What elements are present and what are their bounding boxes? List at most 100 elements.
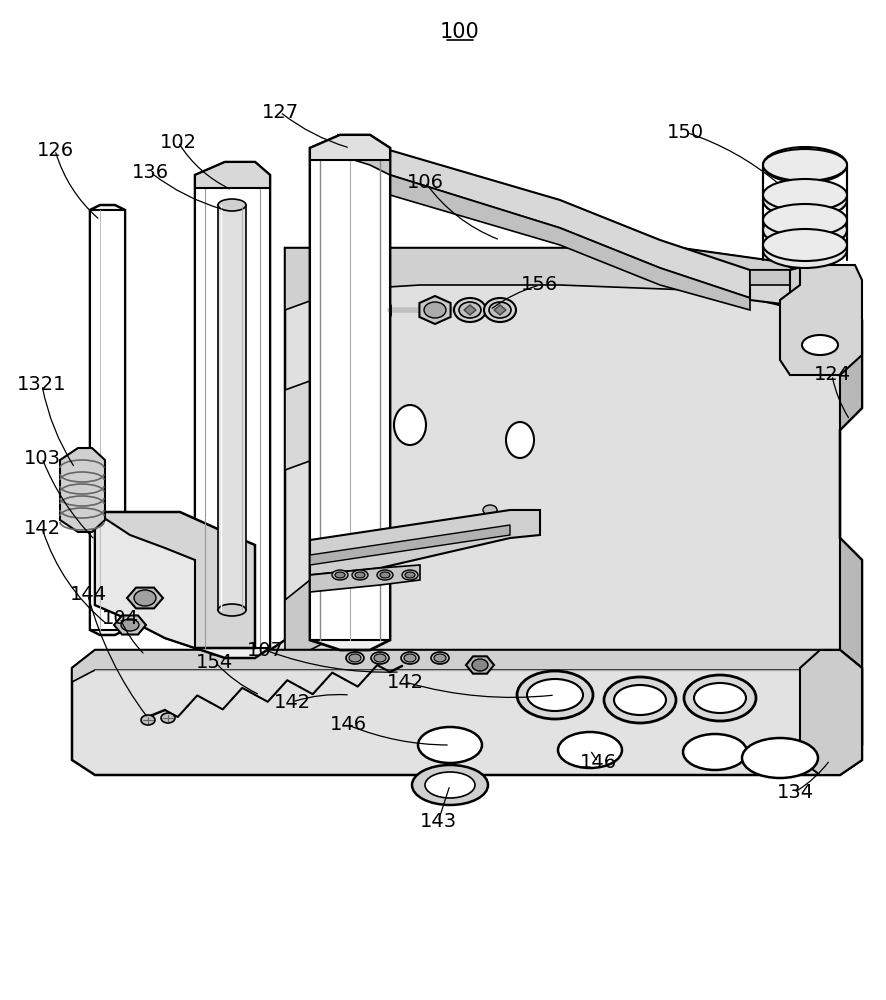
Polygon shape (750, 270, 859, 350)
Text: 142: 142 (386, 672, 424, 692)
Ellipse shape (488, 302, 510, 318)
Text: 104: 104 (101, 608, 138, 628)
Ellipse shape (526, 679, 582, 711)
Ellipse shape (331, 570, 347, 580)
Ellipse shape (354, 572, 364, 578)
Polygon shape (309, 135, 390, 160)
Ellipse shape (417, 727, 481, 763)
Ellipse shape (346, 652, 363, 664)
Text: 134: 134 (775, 782, 812, 801)
Ellipse shape (370, 652, 389, 664)
Polygon shape (60, 448, 105, 532)
Ellipse shape (393, 405, 425, 445)
Ellipse shape (762, 182, 846, 218)
Ellipse shape (517, 671, 593, 719)
Ellipse shape (379, 572, 390, 578)
Polygon shape (309, 148, 390, 640)
Text: 1321: 1321 (17, 375, 66, 394)
Text: 106: 106 (406, 173, 443, 192)
Ellipse shape (458, 302, 480, 318)
Text: 142: 142 (23, 518, 60, 538)
Ellipse shape (433, 654, 446, 662)
Ellipse shape (120, 619, 139, 631)
Polygon shape (95, 512, 195, 648)
Polygon shape (218, 205, 245, 610)
Text: 126: 126 (36, 141, 74, 160)
Text: 107: 107 (246, 640, 284, 660)
Ellipse shape (454, 298, 486, 322)
Ellipse shape (403, 654, 416, 662)
Ellipse shape (762, 182, 846, 218)
Ellipse shape (762, 229, 846, 261)
Ellipse shape (431, 652, 448, 664)
Text: 144: 144 (69, 585, 106, 604)
Ellipse shape (613, 685, 665, 715)
Text: 154: 154 (196, 652, 233, 672)
Ellipse shape (424, 772, 475, 798)
Polygon shape (195, 162, 269, 658)
Polygon shape (195, 162, 269, 188)
Ellipse shape (218, 199, 245, 211)
Text: 136: 136 (131, 163, 168, 182)
Ellipse shape (557, 732, 621, 768)
Text: 146: 146 (329, 715, 366, 734)
Polygon shape (72, 650, 861, 682)
Polygon shape (95, 512, 254, 648)
Polygon shape (309, 525, 509, 565)
Ellipse shape (134, 590, 156, 606)
Text: 124: 124 (812, 365, 850, 384)
Ellipse shape (141, 715, 155, 725)
Polygon shape (338, 135, 390, 175)
Polygon shape (72, 650, 861, 775)
Text: 102: 102 (159, 133, 197, 152)
Ellipse shape (762, 232, 846, 268)
Ellipse shape (683, 675, 755, 721)
Text: 150: 150 (665, 123, 703, 142)
Polygon shape (89, 210, 125, 630)
Text: 103: 103 (23, 448, 60, 468)
Ellipse shape (484, 298, 516, 322)
Ellipse shape (742, 738, 817, 778)
Polygon shape (309, 135, 390, 650)
Ellipse shape (348, 654, 361, 662)
Polygon shape (789, 265, 854, 320)
Polygon shape (463, 305, 476, 315)
Text: 146: 146 (579, 752, 616, 772)
Ellipse shape (401, 570, 417, 580)
Polygon shape (494, 305, 505, 315)
Ellipse shape (762, 212, 846, 248)
Polygon shape (750, 270, 859, 285)
Polygon shape (284, 360, 379, 470)
Ellipse shape (352, 570, 368, 580)
Ellipse shape (400, 652, 418, 664)
Polygon shape (419, 296, 450, 324)
Ellipse shape (693, 683, 745, 713)
Ellipse shape (335, 572, 345, 578)
Polygon shape (89, 205, 125, 635)
Text: 100: 100 (439, 22, 479, 42)
Polygon shape (338, 135, 799, 310)
Ellipse shape (762, 204, 846, 236)
Polygon shape (114, 615, 146, 635)
Ellipse shape (424, 302, 446, 318)
Polygon shape (195, 175, 269, 648)
Text: 156: 156 (521, 275, 558, 294)
Text: 142: 142 (273, 692, 310, 711)
Polygon shape (799, 650, 861, 775)
Text: 127: 127 (261, 103, 299, 122)
Ellipse shape (682, 734, 746, 770)
Ellipse shape (762, 179, 846, 211)
Polygon shape (465, 656, 494, 674)
Ellipse shape (505, 422, 533, 458)
Polygon shape (284, 248, 839, 310)
Ellipse shape (405, 572, 415, 578)
Ellipse shape (762, 212, 846, 248)
Ellipse shape (801, 335, 837, 355)
Ellipse shape (218, 604, 245, 616)
Ellipse shape (762, 147, 846, 183)
Polygon shape (779, 265, 861, 375)
Polygon shape (309, 565, 420, 592)
Polygon shape (284, 565, 379, 660)
Ellipse shape (161, 713, 175, 723)
Text: 143: 143 (419, 812, 456, 831)
